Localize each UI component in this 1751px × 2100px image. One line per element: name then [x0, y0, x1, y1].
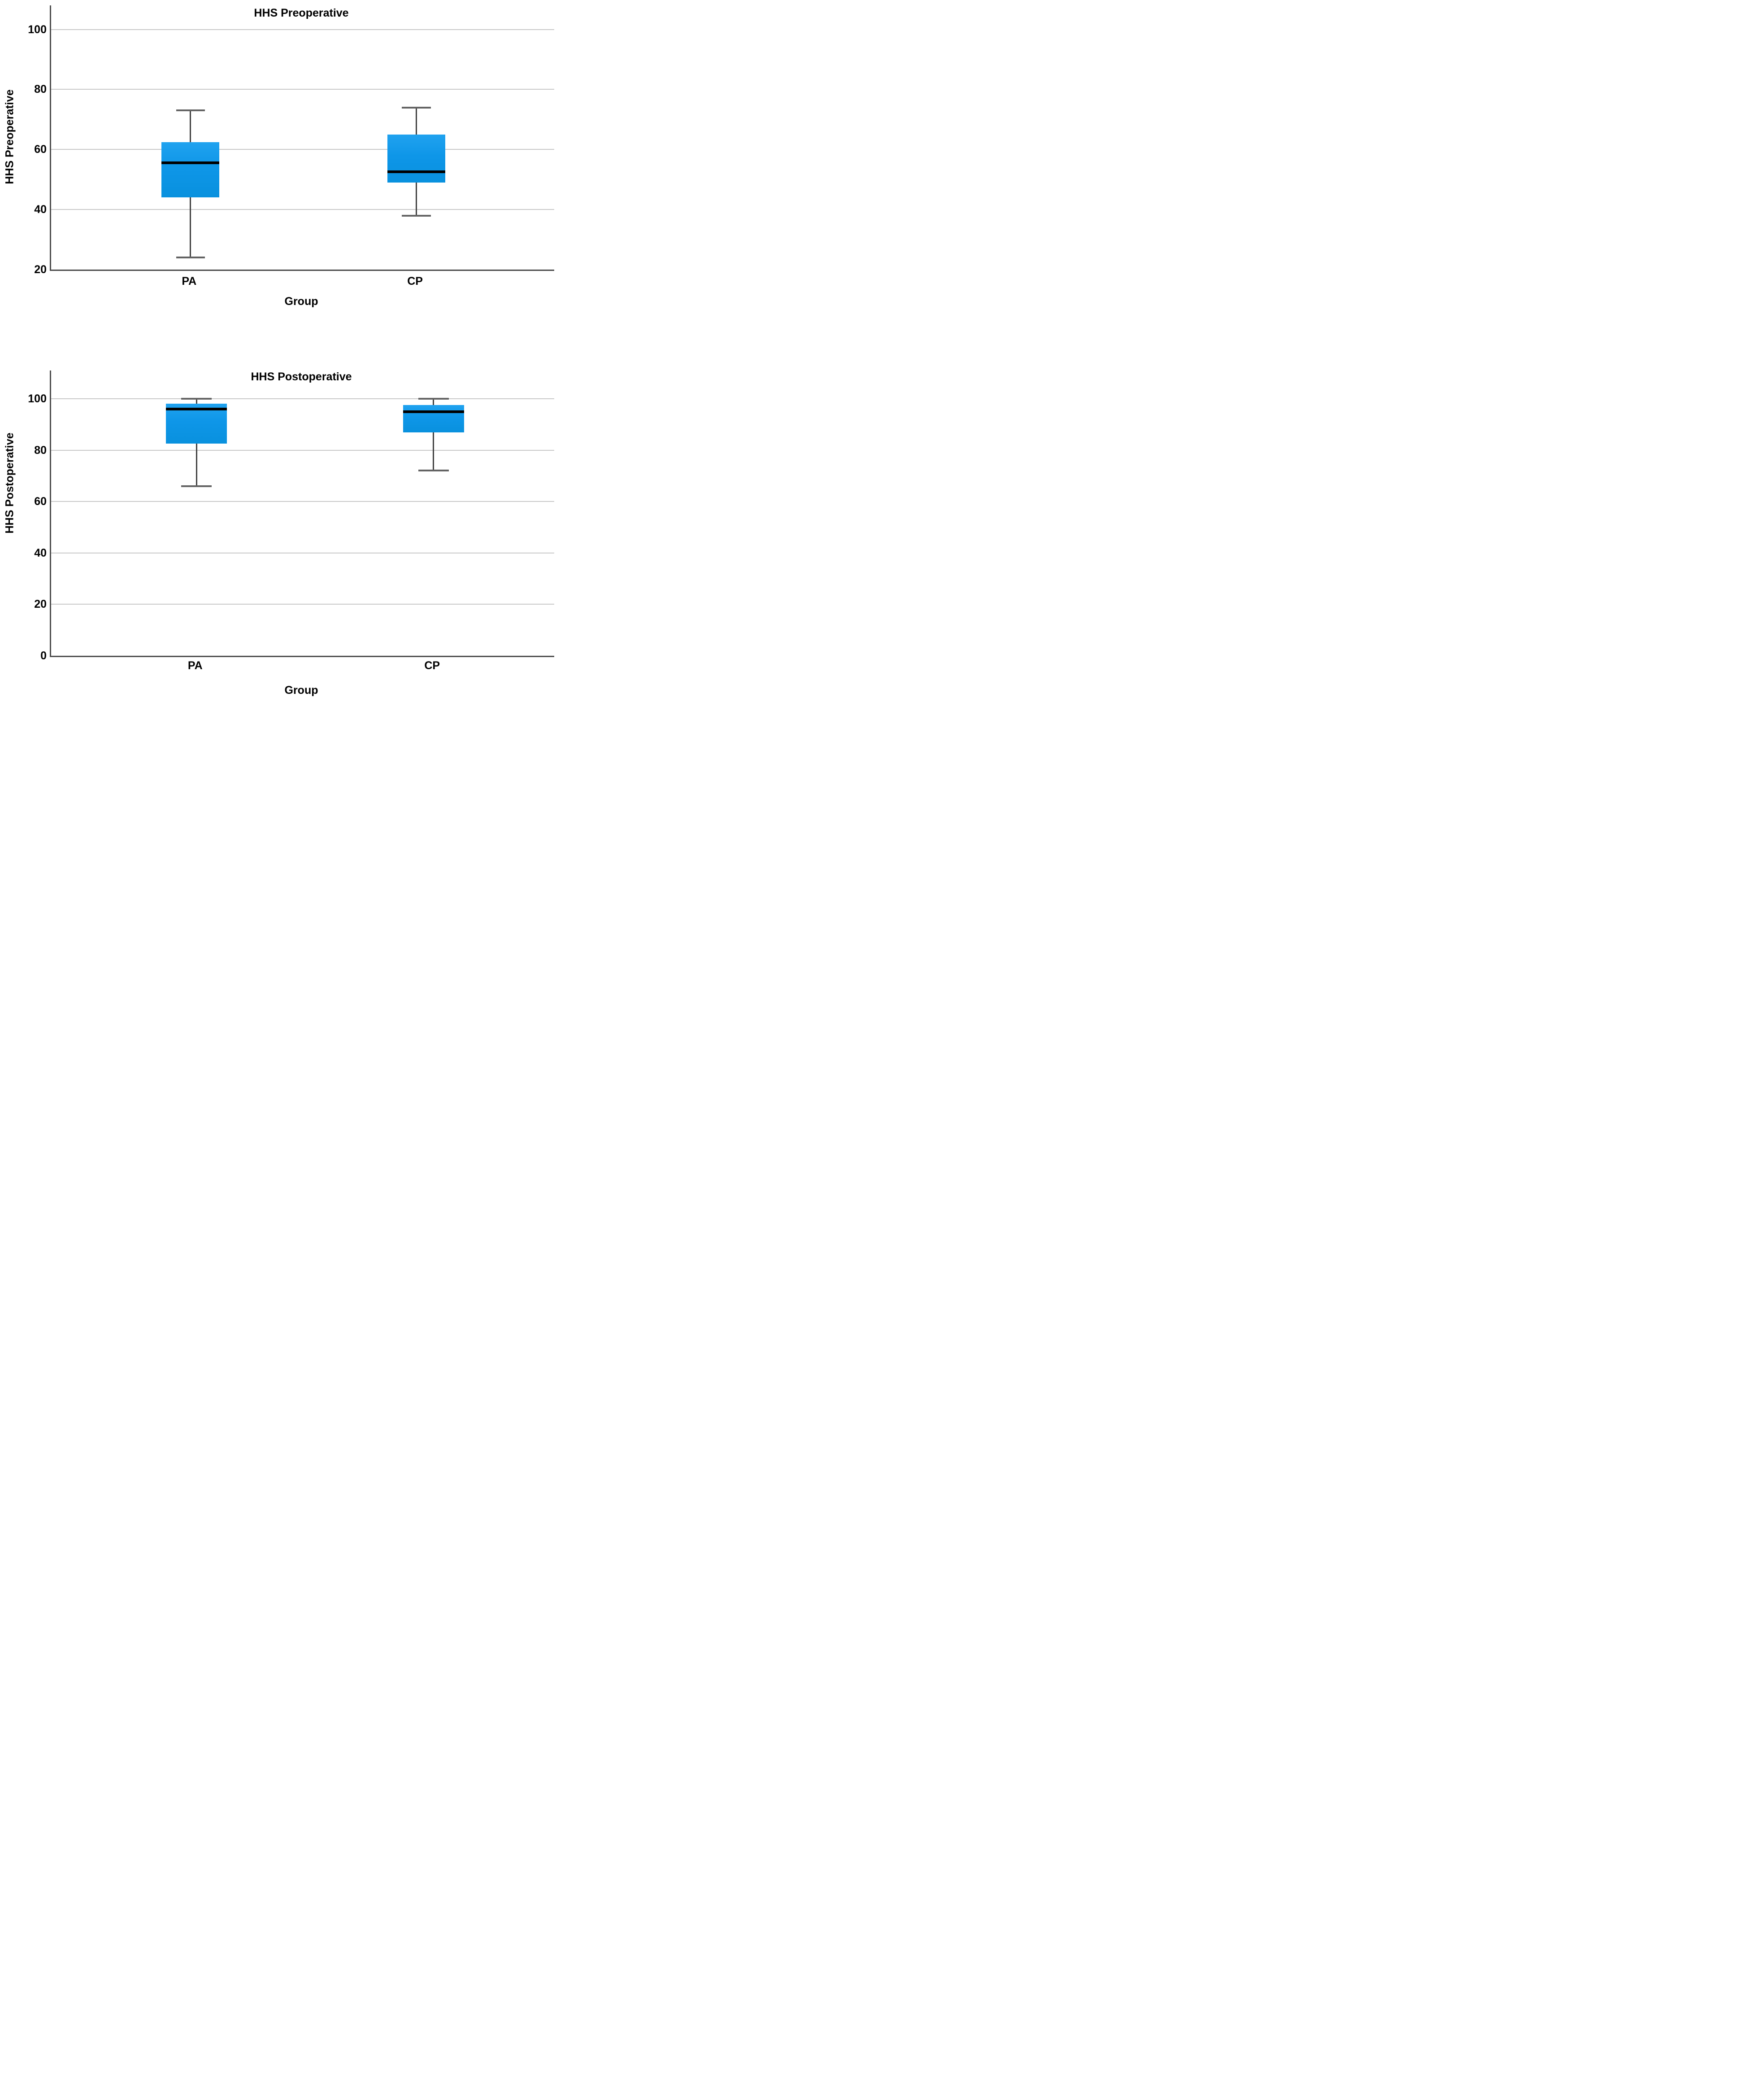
- whisker-cap-high-CP: [402, 106, 431, 109]
- y-tick-label-20: 20: [34, 598, 47, 611]
- x-tick-label-PA: PA: [182, 275, 197, 288]
- y-tick-label-100: 100: [28, 23, 47, 36]
- gridline-80: [51, 449, 554, 451]
- median-line-CP: [387, 170, 446, 174]
- whisker-cap-low-CP: [402, 214, 431, 217]
- gridline-100: [51, 29, 554, 30]
- y-tick-label-40: 40: [34, 546, 47, 559]
- x-tick-label-PA: PA: [187, 659, 203, 672]
- plot-area: [50, 5, 554, 271]
- boxplot-chart-preoperative: HHS Preoperative HHS Preoperative Group …: [0, 0, 584, 312]
- gridline-20: [51, 604, 554, 605]
- x-axis-title: Group: [284, 295, 318, 308]
- x-tick-label-CP: CP: [407, 275, 423, 288]
- gridline-60: [51, 149, 554, 150]
- page: { "page": { "background": "#ffffff" }, "…: [0, 0, 584, 700]
- y-tick-label-20: 20: [34, 263, 47, 276]
- box-CP: [403, 405, 464, 432]
- whisker-cap-low-PA: [176, 257, 205, 259]
- chart-title: HHS Postoperative: [251, 370, 352, 383]
- y-tick-label-80: 80: [34, 83, 47, 96]
- y-tick-label-60: 60: [34, 143, 47, 156]
- gridline-80: [51, 89, 554, 90]
- whisker-cap-low-CP: [418, 470, 449, 472]
- gridline-100: [51, 398, 554, 400]
- y-tick-label-40: 40: [34, 203, 47, 216]
- median-line-PA: [166, 407, 227, 410]
- whisker-line-CP: [433, 399, 434, 471]
- gridline-60: [51, 501, 554, 502]
- y-axis-title: HHS Preoperative: [3, 89, 16, 184]
- whisker-cap-high-PA: [181, 398, 212, 400]
- y-tick-label-80: 80: [34, 444, 47, 457]
- whisker-cap-high-PA: [176, 109, 205, 112]
- boxplot-chart-postoperative: HHS Postoperative HHS Postoperative Grou…: [0, 366, 584, 700]
- y-tick-label-100: 100: [28, 392, 47, 405]
- y-tick-label-0: 0: [40, 649, 47, 662]
- median-line-PA: [161, 161, 220, 165]
- x-axis-title: Group: [284, 684, 318, 697]
- box-PA: [161, 142, 220, 198]
- whisker-cap-high-CP: [418, 398, 449, 400]
- box-PA: [166, 404, 227, 444]
- gridline-40: [51, 209, 554, 210]
- y-tick-label-60: 60: [34, 495, 47, 508]
- chart-title: HHS Preoperative: [254, 7, 349, 19]
- median-line-CP: [403, 410, 464, 413]
- plot-area: [50, 370, 554, 657]
- x-tick-label-CP: CP: [424, 659, 440, 672]
- whisker-cap-low-PA: [181, 485, 212, 487]
- box-CP: [387, 134, 446, 183]
